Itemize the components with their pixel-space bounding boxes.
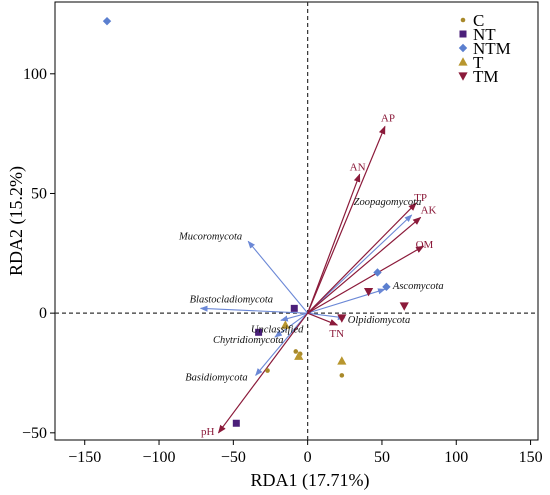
point-c — [265, 368, 270, 373]
taxon-vector — [307, 288, 386, 314]
legend-label: T — [473, 53, 484, 72]
legend-marker-t — [458, 57, 468, 66]
point-t — [280, 320, 290, 329]
x-tick-label: 50 — [374, 449, 390, 466]
x-tick-label: 0 — [304, 449, 312, 466]
legend-marker-ntm — [458, 43, 468, 53]
point-c — [339, 373, 345, 378]
point-nt — [290, 304, 298, 312]
y-axis-title: RDA2 (15.2%) — [6, 166, 27, 276]
point-nt — [255, 328, 263, 336]
legend-marker-nt — [459, 30, 467, 38]
point-ntm — [382, 282, 391, 292]
env-vector-label: TN — [329, 328, 344, 340]
env-vector — [307, 125, 386, 314]
taxon-vector — [255, 312, 309, 376]
x-tick-label: −150 — [68, 449, 101, 466]
y-tick-label: 100 — [23, 66, 47, 83]
taxon-vector-label: Mucoromycota — [178, 231, 242, 242]
taxon-vector-label: Olpidiomycota — [348, 315, 410, 326]
legend-label: NT — [473, 25, 496, 44]
env-vector — [307, 312, 339, 326]
taxon-vector — [199, 305, 308, 314]
env-vector-label: pH — [201, 426, 215, 438]
axis-ticks: −150 −100 −50 0 50 100 150 −50 0 50 100 — [22, 66, 543, 466]
point-c — [293, 349, 299, 354]
plot-frame — [54, 1, 539, 441]
taxon-vector — [307, 312, 346, 321]
taxon-vector-label: Basidiomycota — [185, 372, 247, 383]
legend-label: TM — [473, 67, 499, 86]
point-tm — [337, 314, 347, 323]
point-tm — [363, 288, 374, 297]
taxon-vector-label: Chytridiomycota — [213, 335, 284, 346]
taxon-vector — [274, 312, 308, 338]
env-vector — [307, 245, 425, 314]
point-nt — [232, 419, 240, 427]
x-tick-label: −100 — [143, 449, 176, 466]
vector-arrows — [199, 125, 425, 434]
point-tm — [399, 302, 409, 311]
point-ntm — [102, 16, 112, 26]
y-tick-label: 50 — [31, 185, 47, 202]
x-tick-label: 150 — [519, 449, 543, 466]
taxon-vector-label: Ascomycota — [392, 281, 444, 292]
point-t — [337, 356, 347, 365]
env-vector-label: AK — [421, 204, 437, 216]
taxon-vector — [307, 214, 413, 314]
x-tick-label: 100 — [444, 449, 468, 466]
taxon-vector-label: Blastocladiomycota — [190, 294, 273, 305]
env-vector-label: AP — [381, 112, 395, 124]
x-axis-title: RDA1 (17.71%) — [251, 470, 370, 491]
env-vector-label: AN — [350, 161, 366, 173]
taxon-vector-label: Zoopagomycota — [354, 197, 422, 208]
legend-marker-c — [460, 17, 466, 23]
x-tick-label: −50 — [221, 449, 246, 466]
y-tick-label: −50 — [22, 425, 47, 442]
taxon-vector-label: Unclassified — [251, 324, 304, 335]
env-vector — [307, 216, 422, 314]
env-vector-label: TP — [414, 192, 427, 204]
sample-points — [102, 16, 409, 427]
env-vector — [217, 312, 309, 434]
legend-label: NTM — [473, 39, 511, 58]
env-vector — [307, 173, 361, 314]
taxon-vector — [280, 312, 308, 322]
y-tick-label: 0 — [39, 305, 47, 322]
taxon-vector — [247, 240, 309, 314]
point-ntm — [373, 268, 382, 277]
legend-marker-tm — [458, 72, 468, 81]
point-t — [294, 351, 304, 360]
env-vector — [307, 202, 417, 314]
legend-label: C — [473, 11, 484, 30]
env-vector-label: OM — [416, 239, 434, 251]
